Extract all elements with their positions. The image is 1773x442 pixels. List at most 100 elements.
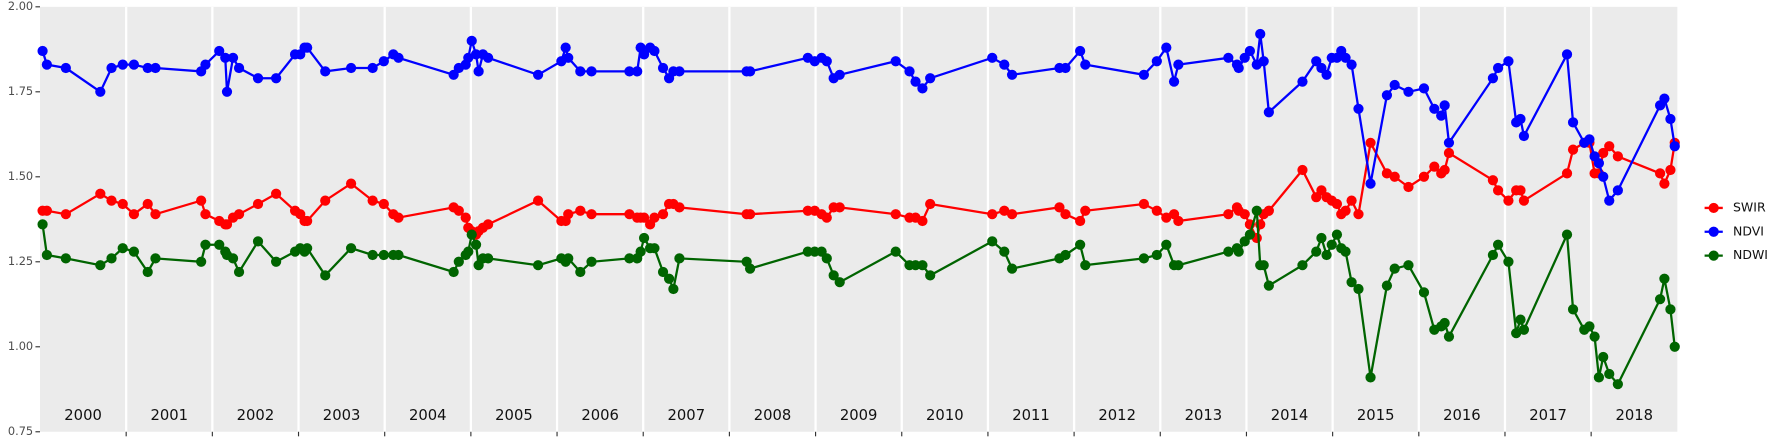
data-point — [649, 45, 660, 57]
data-point — [1418, 287, 1430, 298]
legend-swatch — [1708, 202, 1719, 214]
data-point — [999, 246, 1010, 257]
data-point — [1439, 100, 1450, 111]
data-point — [925, 198, 936, 210]
x-tick-label: 2008 — [754, 407, 792, 424]
legend-label: SWIR — [1733, 199, 1766, 214]
data-point — [378, 56, 389, 67]
data-point — [200, 209, 211, 220]
data-point — [1233, 246, 1244, 257]
data-point — [1511, 328, 1522, 339]
data-point — [1258, 56, 1269, 67]
data-point — [117, 198, 128, 210]
data-point — [1518, 195, 1530, 206]
data-point — [453, 256, 464, 267]
data-point — [41, 205, 53, 216]
data-point — [460, 212, 471, 223]
data-point — [1487, 249, 1499, 261]
data-point — [220, 52, 231, 63]
data-point — [128, 246, 140, 257]
data-point — [117, 243, 128, 254]
data-point — [1389, 171, 1400, 182]
data-point — [1439, 164, 1450, 176]
data-point — [1060, 249, 1071, 261]
data-point — [1604, 195, 1615, 206]
data-point — [221, 219, 233, 230]
data-point — [1561, 229, 1573, 240]
data-point — [674, 66, 685, 77]
data-point — [1321, 69, 1332, 80]
data-point — [917, 83, 928, 94]
data-point — [1598, 171, 1609, 182]
data-point — [1340, 205, 1351, 216]
y-tick-label: 1.00 — [8, 339, 33, 353]
x-tick-label: 2017 — [1529, 407, 1567, 424]
data-point — [1503, 256, 1514, 267]
data-point — [632, 66, 643, 77]
data-point — [1255, 28, 1266, 40]
data-point — [1353, 103, 1364, 114]
data-point — [367, 249, 378, 261]
data-point — [999, 205, 1010, 216]
data-point — [150, 253, 161, 264]
data-point — [917, 215, 928, 227]
y-tick-label: 1.75 — [8, 84, 33, 98]
data-point — [828, 270, 839, 281]
data-point — [1138, 198, 1150, 210]
data-point — [744, 209, 756, 220]
data-point — [271, 256, 282, 267]
data-point — [1151, 56, 1162, 67]
x-tick-label: 2009 — [840, 407, 878, 424]
data-point — [473, 66, 484, 77]
data-point — [1161, 212, 1172, 223]
data-point — [1515, 113, 1526, 125]
data-point — [345, 62, 357, 74]
data-point — [1381, 280, 1393, 291]
data-point — [271, 73, 282, 84]
data-point — [448, 266, 459, 278]
data-point — [1515, 185, 1526, 196]
data-point — [1403, 181, 1414, 193]
data-point — [128, 59, 140, 70]
data-point — [1331, 229, 1343, 240]
data-point — [1604, 368, 1615, 380]
data-point — [233, 266, 245, 278]
data-point — [1487, 73, 1499, 84]
data-point — [1589, 331, 1600, 342]
data-point — [1429, 103, 1440, 114]
data-point — [1321, 249, 1332, 261]
x-tick-label: 2016 — [1443, 407, 1481, 424]
x-tick-label: 2000 — [64, 407, 102, 424]
data-point — [834, 202, 845, 213]
legend-label: NDWI — [1733, 247, 1768, 262]
data-point — [1138, 253, 1150, 264]
data-point — [1418, 83, 1430, 94]
data-point — [821, 253, 832, 264]
data-point — [302, 215, 313, 227]
data-point — [910, 76, 921, 87]
data-point — [1598, 351, 1609, 363]
data-point — [1584, 321, 1595, 332]
x-tick-label: 2015 — [1357, 407, 1395, 424]
data-point — [1173, 59, 1184, 70]
data-point — [142, 198, 153, 210]
data-point — [302, 42, 313, 53]
data-point — [60, 253, 71, 264]
data-point — [128, 209, 140, 220]
data-point — [106, 195, 117, 206]
data-point — [1173, 215, 1184, 227]
data-point — [890, 56, 901, 67]
data-point — [624, 253, 635, 264]
data-point — [1075, 215, 1086, 227]
data-point — [1669, 141, 1680, 152]
data-point — [1659, 178, 1670, 189]
data-point — [1340, 246, 1351, 257]
data-point — [1006, 69, 1018, 80]
data-point — [744, 263, 756, 274]
data-point — [1436, 110, 1447, 121]
data-point — [1654, 294, 1666, 305]
panel — [39, 6, 1678, 432]
data-point — [532, 69, 544, 80]
data-point — [586, 256, 597, 267]
data-point — [1665, 164, 1676, 176]
